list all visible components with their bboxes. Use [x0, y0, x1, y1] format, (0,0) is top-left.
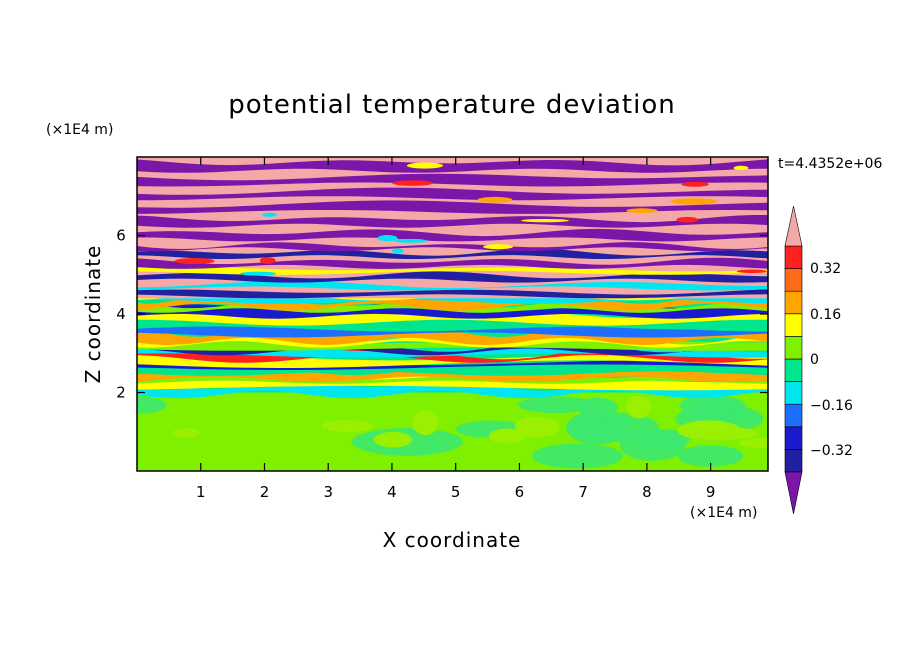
- x-tick-label: 1: [196, 483, 206, 501]
- band-edge-patch: [406, 162, 444, 169]
- colorbar-swatch: [784, 403, 803, 428]
- boundary-eddy: [514, 416, 560, 438]
- band-edge-patch: [174, 258, 215, 265]
- plot-area: [137, 157, 768, 471]
- band-edge-patch: [240, 271, 277, 276]
- band-edge-patch: [259, 257, 276, 264]
- mixed-band: [137, 340, 768, 356]
- band-edge-patch: [736, 269, 767, 274]
- colorbar-tick-label: 0: [810, 352, 819, 368]
- stratified-band: [137, 173, 768, 187]
- boundary-eddy: [677, 445, 744, 467]
- band-edge-patch: [626, 208, 658, 214]
- band-edge-patch: [670, 198, 718, 205]
- boundary-eddy: [411, 410, 439, 436]
- boundary-eddy: [172, 428, 200, 438]
- band-edge-patch: [377, 235, 398, 242]
- x-tick-label: 3: [323, 483, 333, 501]
- colorbar-swatch: [784, 381, 803, 405]
- y-tick-label: 2: [116, 384, 126, 402]
- boundary-eddy: [517, 396, 595, 414]
- boundary-eddy: [702, 427, 758, 440]
- boundary-eddy: [373, 431, 413, 448]
- stratified-band: [137, 242, 768, 252]
- colorbar-swatch: [784, 336, 803, 360]
- band-edge-patch: [521, 218, 569, 223]
- colorbar-tick-label: −0.16: [810, 398, 853, 414]
- x-tick-label: 6: [515, 483, 525, 501]
- band-edge-patch: [681, 181, 710, 187]
- stratified-band: [137, 248, 768, 259]
- stratified-band: [137, 271, 768, 283]
- stratified-band: [137, 200, 768, 214]
- band-edge-patch: [733, 165, 749, 171]
- colorbar-swatch: [784, 245, 803, 269]
- colorbar-swatch: [784, 313, 803, 337]
- boundary-eddy: [679, 395, 746, 417]
- x-tick-label: 7: [578, 483, 588, 501]
- boundary-eddy: [739, 437, 768, 449]
- x-tick-label: 8: [642, 483, 652, 501]
- stratified-band: [137, 215, 768, 228]
- band-edge-patch: [391, 248, 404, 254]
- boundary-eddy: [137, 396, 167, 414]
- boundary-eddy: [625, 395, 652, 419]
- stratified-band: [137, 159, 768, 173]
- x-tick-label: 9: [706, 483, 716, 501]
- y-tick-label: 4: [116, 305, 126, 323]
- chart-title: potential temperature deviation: [228, 90, 675, 120]
- colorbar-under-triangle: [784, 471, 803, 515]
- boundary-eddy: [321, 419, 373, 433]
- band-edge-patch: [477, 196, 513, 203]
- stratified-band: [137, 266, 768, 275]
- band-edge-patch: [262, 212, 277, 217]
- band-edge-patch: [483, 244, 513, 250]
- boundary-eddy: [532, 443, 623, 469]
- colorbar-swatch: [784, 268, 803, 292]
- boundary-eddy: [489, 428, 526, 444]
- band-edge-patch: [392, 180, 434, 186]
- stratified-band: [137, 257, 768, 269]
- boundary-eddy: [641, 429, 690, 450]
- band-edge-patch: [676, 216, 699, 223]
- band-edge-patch: [394, 238, 428, 243]
- x-tick-label: 2: [260, 483, 270, 501]
- x-tick-label: 5: [451, 483, 461, 501]
- colorbar-tick-label: 0.16: [810, 307, 841, 323]
- colorbar-tick-label: −0.32: [810, 443, 853, 459]
- stratified-band: [137, 289, 768, 299]
- colorbar: 0.32 0.16 0 −0.16 −0.32: [784, 205, 853, 515]
- time-label: t=4.4352e+06: [778, 156, 882, 172]
- colorbar-tick-label: 0.32: [810, 261, 841, 277]
- x-unit-label: (×1E4 m): [690, 505, 757, 521]
- colorbar-swatch: [784, 449, 803, 473]
- stratified-band: [137, 280, 768, 291]
- mixed-band: [137, 291, 768, 311]
- stratified-band: [137, 228, 768, 242]
- colorbar-swatch: [784, 290, 803, 315]
- y-unit-label: (×1E4 m): [46, 122, 113, 138]
- colorbar-swatch: [784, 426, 803, 450]
- stratified-band: [137, 187, 768, 201]
- colorbar-swatch: [784, 358, 803, 382]
- y-axis-label: Z coordinate: [81, 245, 105, 384]
- y-tick-label: 6: [116, 227, 126, 245]
- x-axis-label: X coordinate: [383, 528, 522, 552]
- colorbar-over-triangle: [784, 205, 803, 247]
- x-tick-label: 4: [387, 483, 397, 501]
